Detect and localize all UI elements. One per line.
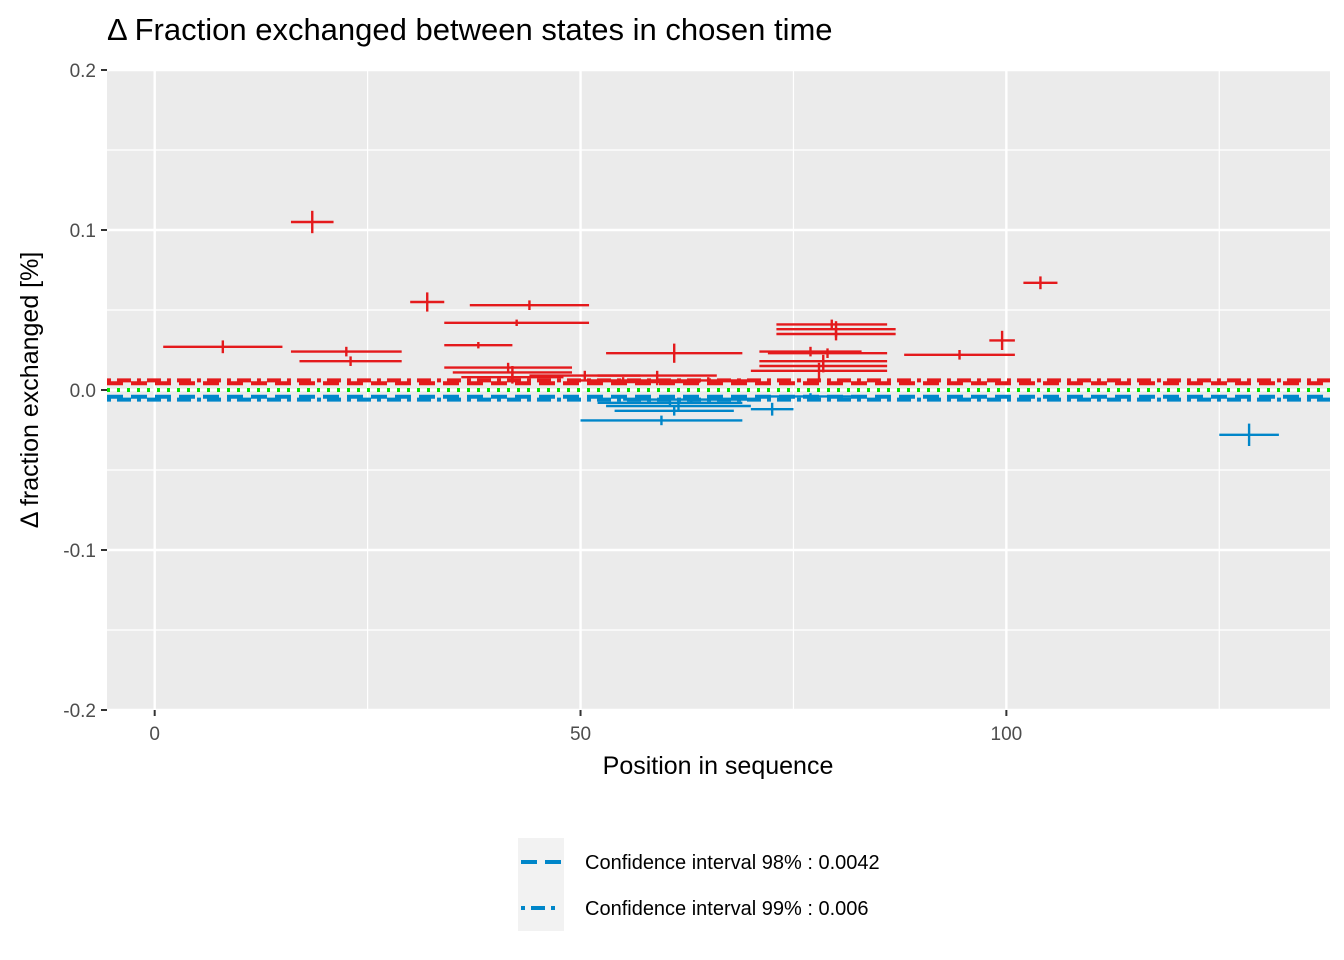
y-tick-label: -0.2	[63, 701, 96, 722]
y-axis-title: Δ fraction exchanged [%]	[16, 252, 44, 529]
x-tick-label: 50	[570, 724, 591, 745]
x-axis: 0 50 100	[149, 710, 1022, 745]
x-tick-label: 100	[991, 724, 1023, 745]
legend: Confidence interval 98% : 0.0042 Confide…	[518, 838, 880, 931]
y-tick-label: 0.0	[70, 381, 96, 402]
y-tick-label: 0.1	[70, 221, 96, 242]
x-axis-title: Position in sequence	[603, 752, 834, 780]
legend-label-99: Confidence interval 99% : 0.006	[585, 898, 869, 920]
y-axis: -0.2 -0.1 0.0 0.1 0.2	[63, 61, 107, 722]
y-tick-label: 0.2	[70, 61, 96, 82]
x-tick-label: 0	[149, 724, 160, 745]
chart-title: Δ Fraction exchanged between states in c…	[107, 12, 833, 47]
legend-label-98: Confidence interval 98% : 0.0042	[585, 852, 880, 874]
y-tick-label: -0.1	[63, 541, 96, 562]
legend-key-background	[518, 838, 564, 931]
data-marks	[163, 210, 1279, 446]
